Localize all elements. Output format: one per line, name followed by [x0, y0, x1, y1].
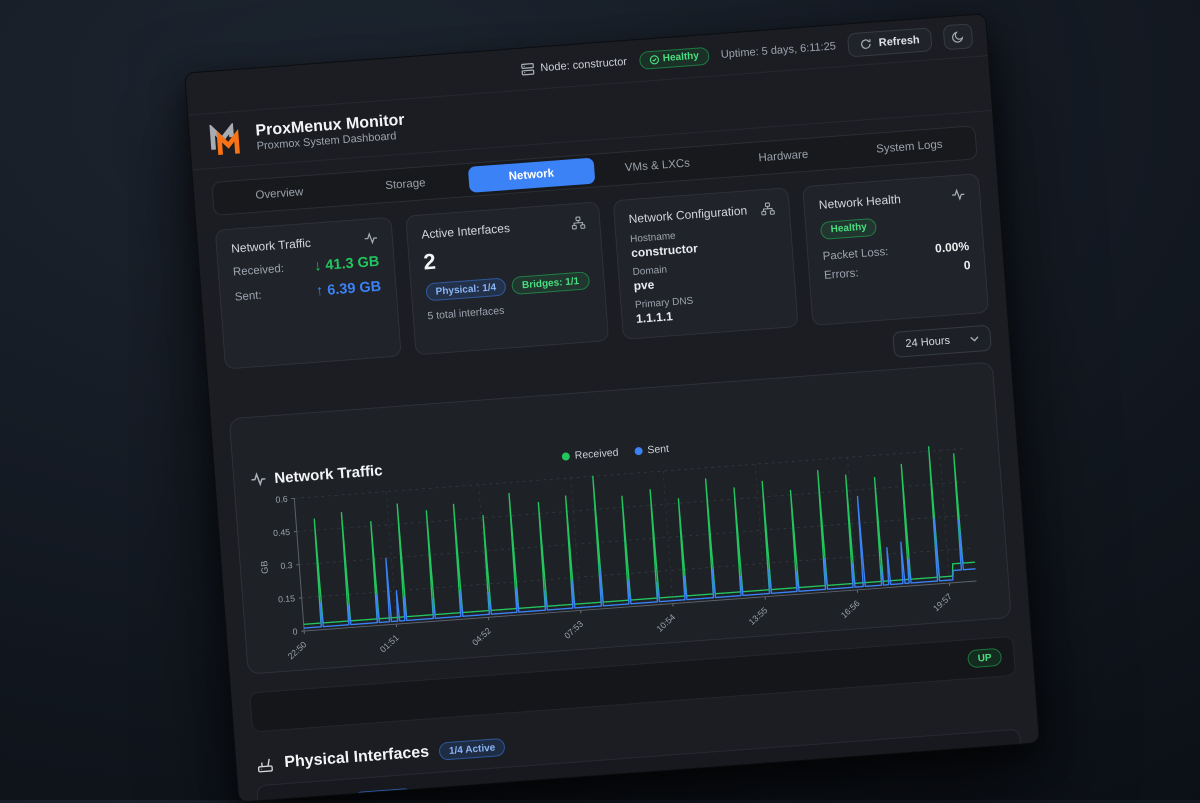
svg-text:22:50: 22:50 — [286, 639, 309, 661]
refresh-button[interactable]: Refresh — [847, 27, 933, 57]
tab-hardware[interactable]: Hardware — [719, 139, 847, 174]
svg-text:0: 0 — [292, 626, 298, 636]
tab-overview[interactable]: Overview — [216, 176, 344, 211]
svg-text:01:51: 01:51 — [378, 632, 401, 654]
tab-network[interactable]: Network — [467, 158, 595, 193]
svg-text:16:56: 16:56 — [839, 598, 862, 620]
errors-label: Errors: — [824, 267, 859, 282]
svg-text:07:53: 07:53 — [562, 619, 585, 641]
svg-text:10:54: 10:54 — [654, 612, 677, 634]
card-title: Network Traffic — [231, 236, 312, 256]
chevron-down-icon — [970, 336, 979, 343]
theme-toggle-button[interactable] — [943, 23, 974, 50]
active-interfaces-card: Active Interfaces 2 Physical: 1/4 Bridge… — [405, 201, 609, 355]
svg-text:0.3: 0.3 — [280, 560, 293, 571]
legend-sent: Sent — [634, 443, 669, 458]
card-title: Active Interfaces — [421, 221, 511, 242]
health-badge: Healthy — [820, 217, 877, 239]
interface-type-badge: Physical — [353, 788, 415, 803]
physical-count-badge: Physical: 1/4 — [425, 277, 507, 301]
interface-name: enp3s0 — [298, 795, 344, 803]
uptime-label: Uptime: 5 days, 6:11:25 — [720, 40, 836, 61]
moon-icon — [951, 30, 965, 44]
time-range-select[interactable]: 24 Hours — [893, 325, 992, 358]
tab-storage[interactable]: Storage — [341, 167, 469, 202]
chart-title: Network Traffic — [274, 462, 383, 487]
activity-icon — [250, 471, 267, 488]
active-count-badge: 1/4 Active — [438, 738, 505, 761]
card-title: Network Configuration — [628, 203, 747, 226]
activity-icon — [363, 231, 378, 246]
server-icon — [520, 61, 535, 76]
dashboard-window: Node: constructor Healthy Uptime: 5 days… — [184, 13, 1038, 800]
refresh-icon — [859, 37, 872, 50]
node-indicator: Node: constructor — [520, 54, 628, 76]
svg-text:13:55: 13:55 — [747, 605, 770, 627]
proxmenux-logo — [207, 122, 245, 157]
section-title: Physical Interfaces — [284, 744, 430, 773]
errors-value: 0 — [963, 257, 971, 271]
check-circle-icon — [649, 54, 660, 65]
network-tree-icon — [761, 201, 776, 216]
active-interfaces-count: 2 — [423, 237, 588, 275]
network-traffic-card: Network Traffic Received: ↓ 41.3 GB Sent… — [215, 217, 402, 370]
svg-text:0.15: 0.15 — [278, 593, 296, 604]
chart-legend: Received Sent — [561, 443, 669, 463]
svg-text:GB: GB — [259, 560, 270, 574]
svg-text:0.6: 0.6 — [275, 494, 288, 505]
packet-loss-label: Packet Loss: — [822, 246, 889, 263]
total-interfaces-label: 5 total interfaces — [427, 298, 591, 322]
health-status-badge: Healthy — [638, 46, 709, 69]
network-configuration-card: Network Configuration Hostname construct… — [612, 187, 799, 340]
received-value: ↓ 41.3 GB — [314, 254, 380, 275]
bridges-count-badge: Bridges: 1/1 — [511, 271, 589, 295]
tab-vms-lxcs[interactable]: VMs & LXCs — [593, 148, 721, 183]
sent-label: Sent: — [234, 290, 262, 304]
received-label: Received: — [233, 263, 285, 279]
svg-text:0.45: 0.45 — [273, 527, 291, 538]
svg-text:04:52: 04:52 — [470, 625, 493, 647]
tab-system-logs[interactable]: System Logs — [845, 130, 973, 165]
card-title: Network Health — [818, 192, 901, 212]
sent-value: ↑ 6.39 GB — [315, 279, 381, 300]
node-label: Node: constructor — [540, 55, 627, 73]
up-status-badge: UP — [967, 648, 1002, 668]
received-dot — [562, 452, 571, 461]
sent-dot — [634, 447, 643, 456]
svg-text:19:57: 19:57 — [931, 591, 954, 613]
packet-loss-value: 0.00% — [935, 239, 970, 255]
network-health-card: Network Health Healthy Packet Loss: 0.00… — [802, 173, 989, 326]
activity-icon — [951, 187, 966, 202]
network-icon — [570, 215, 585, 230]
legend-received: Received — [561, 447, 619, 463]
router-icon — [256, 755, 275, 774]
